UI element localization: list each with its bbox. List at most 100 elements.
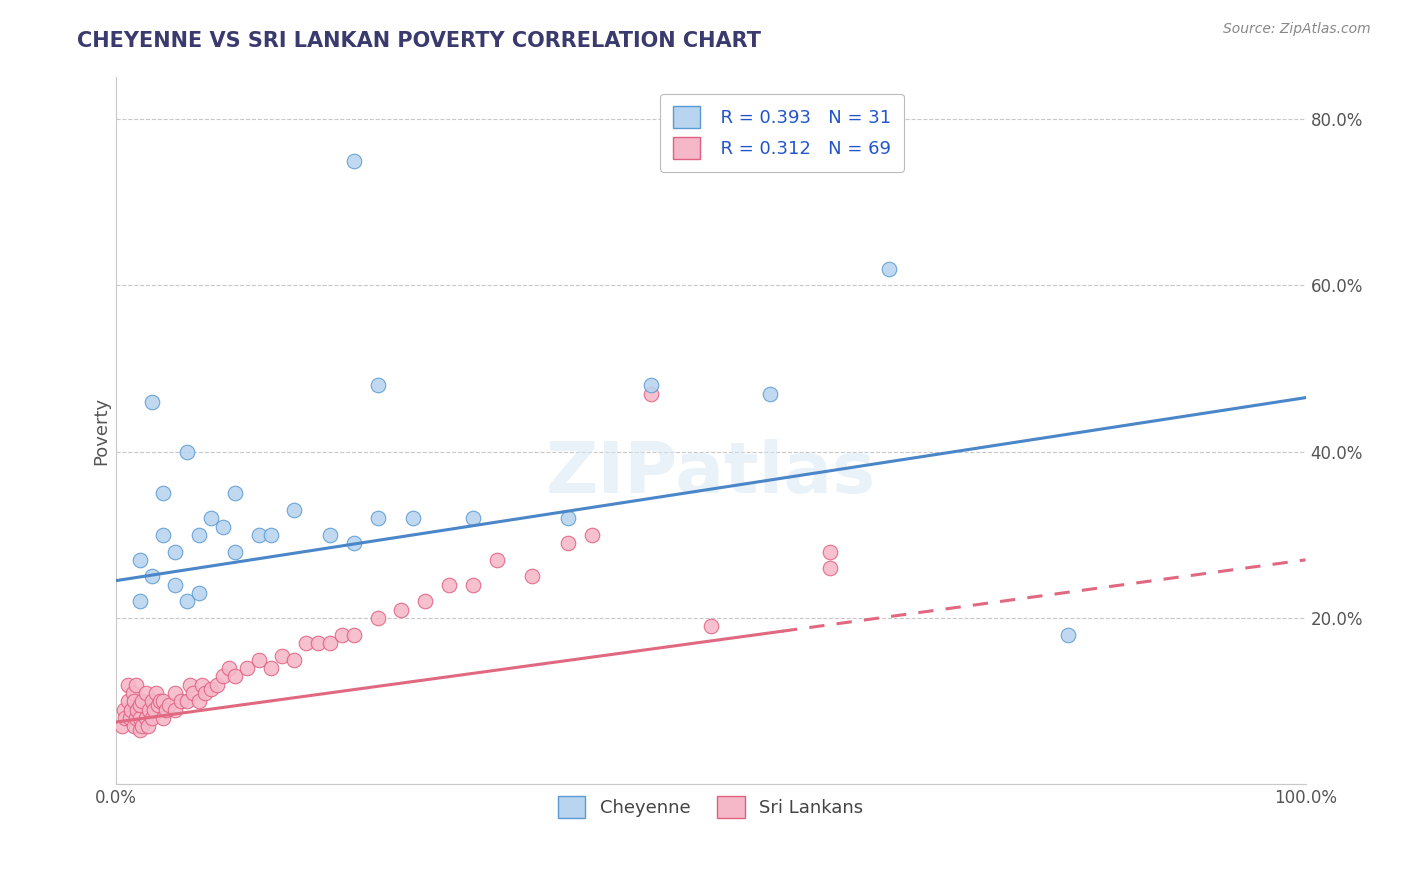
Point	[149, 694, 172, 708]
Point	[247, 528, 270, 542]
Point	[127, 702, 149, 716]
Point	[122, 719, 145, 733]
Point	[699, 619, 721, 633]
Point	[152, 711, 174, 725]
Point	[157, 698, 180, 713]
Point	[117, 678, 139, 692]
Point	[200, 511, 222, 525]
Point	[152, 486, 174, 500]
Point	[165, 544, 187, 558]
Point	[165, 702, 187, 716]
Point	[283, 503, 305, 517]
Point	[138, 702, 160, 716]
Point	[205, 678, 228, 692]
Point	[307, 636, 329, 650]
Point	[218, 661, 240, 675]
Point	[247, 653, 270, 667]
Point	[188, 586, 211, 600]
Text: CHEYENNE VS SRI LANKAN POVERTY CORRELATION CHART: CHEYENNE VS SRI LANKAN POVERTY CORRELATI…	[77, 31, 761, 51]
Point	[152, 694, 174, 708]
Point	[319, 636, 342, 650]
Point	[131, 719, 153, 733]
Point	[125, 711, 148, 725]
Point	[343, 628, 366, 642]
Point	[141, 569, 163, 583]
Point	[190, 678, 212, 692]
Point	[120, 702, 142, 716]
Point	[818, 561, 841, 575]
Point	[224, 544, 246, 558]
Point	[176, 444, 198, 458]
Point	[112, 702, 135, 716]
Point	[194, 686, 217, 700]
Point	[111, 719, 134, 733]
Point	[389, 603, 412, 617]
Point	[145, 686, 167, 700]
Point	[136, 719, 159, 733]
Point	[1056, 628, 1078, 642]
Point	[557, 511, 579, 525]
Point	[557, 536, 579, 550]
Legend: Cheyenne, Sri Lankans: Cheyenne, Sri Lankans	[551, 789, 870, 825]
Point	[343, 536, 366, 550]
Point	[188, 694, 211, 708]
Point	[152, 528, 174, 542]
Text: Source: ZipAtlas.com: Source: ZipAtlas.com	[1223, 22, 1371, 37]
Point	[135, 711, 157, 725]
Point	[155, 702, 177, 716]
Point	[170, 694, 193, 708]
Point	[640, 378, 662, 392]
Point	[122, 694, 145, 708]
Point	[120, 711, 142, 725]
Point	[212, 669, 235, 683]
Point	[131, 694, 153, 708]
Point	[319, 528, 342, 542]
Point	[141, 394, 163, 409]
Point	[188, 528, 211, 542]
Point	[818, 544, 841, 558]
Point	[367, 378, 389, 392]
Point	[179, 678, 201, 692]
Point	[128, 553, 150, 567]
Point	[759, 386, 782, 401]
Point	[165, 578, 187, 592]
Point	[877, 261, 900, 276]
Point	[176, 594, 198, 608]
Point	[259, 661, 281, 675]
Point	[165, 686, 187, 700]
Point	[181, 686, 204, 700]
Point	[125, 678, 148, 692]
Point	[461, 511, 484, 525]
Point	[142, 702, 165, 716]
Point	[176, 694, 198, 708]
Point	[128, 698, 150, 713]
Point	[224, 486, 246, 500]
Point	[581, 528, 603, 542]
Point	[283, 653, 305, 667]
Point	[128, 594, 150, 608]
Point	[117, 694, 139, 708]
Point	[271, 648, 294, 663]
Point	[367, 611, 389, 625]
Point	[135, 686, 157, 700]
Point	[128, 711, 150, 725]
Point	[259, 528, 281, 542]
Point	[522, 569, 544, 583]
Point	[121, 686, 143, 700]
Text: ZIPatlas: ZIPatlas	[546, 439, 876, 508]
Point	[295, 636, 318, 650]
Point	[141, 694, 163, 708]
Point	[146, 698, 169, 713]
Point	[330, 628, 353, 642]
Y-axis label: Poverty: Poverty	[93, 397, 110, 465]
Point	[343, 153, 366, 168]
Point	[128, 723, 150, 738]
Point	[367, 511, 389, 525]
Point	[235, 661, 257, 675]
Point	[437, 578, 460, 592]
Point	[640, 386, 662, 401]
Point	[141, 711, 163, 725]
Point	[485, 553, 508, 567]
Point	[413, 594, 436, 608]
Point	[114, 711, 136, 725]
